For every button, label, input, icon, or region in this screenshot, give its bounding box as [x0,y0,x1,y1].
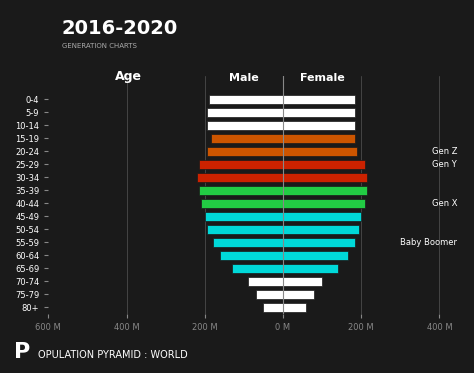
Bar [283,264,338,273]
Text: Baby Boomer: Baby Boomer [400,238,457,247]
Bar [255,290,283,299]
Bar [220,251,283,260]
Text: Gen Y: Gen Y [432,160,457,169]
Bar [264,303,283,312]
Bar [210,134,283,143]
Text: Female: Female [300,73,345,82]
Bar [283,212,361,221]
Bar [205,212,283,221]
Bar [232,264,283,273]
Bar [201,199,283,208]
Bar [207,225,283,234]
Text: Gen Z: Gen Z [431,147,457,156]
Bar [283,290,314,299]
Bar [283,251,347,260]
Bar [283,225,359,234]
Text: 2016-2020: 2016-2020 [62,19,178,38]
Bar [283,199,365,208]
Bar [283,238,356,247]
Bar [283,186,367,195]
Bar [283,134,356,143]
Text: Gen X: Gen X [431,199,457,208]
Text: Age: Age [115,70,142,82]
Bar [283,277,322,286]
Bar [197,173,283,182]
Bar [283,121,356,130]
Bar [283,173,367,182]
Bar [248,277,283,286]
Bar [207,108,283,117]
Bar [209,95,283,104]
Text: P: P [14,342,30,362]
Bar [199,160,283,169]
Bar [199,186,283,195]
Bar [283,147,357,156]
Bar [283,108,356,117]
Bar [207,147,283,156]
Text: GENERATION CHARTS: GENERATION CHARTS [62,44,137,50]
Bar [283,160,365,169]
Bar [283,303,307,312]
Text: OPULATION PYRAMID : WORLD: OPULATION PYRAMID : WORLD [38,350,188,360]
Bar [207,121,283,130]
Bar [283,95,356,104]
Text: Male: Male [229,73,259,82]
Bar [212,238,283,247]
